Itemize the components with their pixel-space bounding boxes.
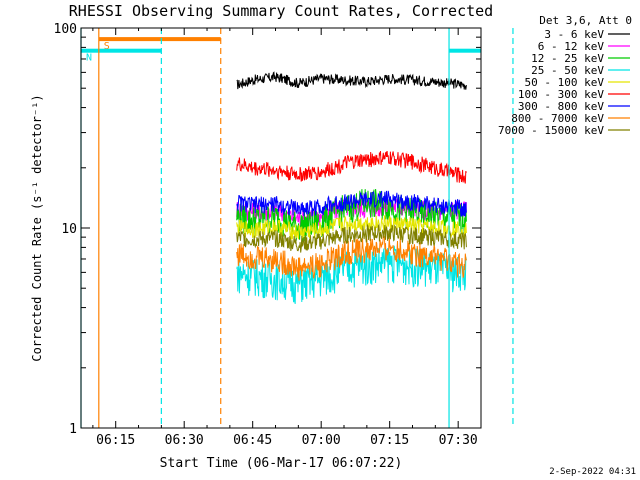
legend-header: Det 3,6, Att 0 bbox=[539, 14, 632, 27]
series-line bbox=[236, 190, 467, 217]
data-layer bbox=[236, 71, 467, 304]
series-line bbox=[236, 151, 467, 184]
x-tick-label: 06:30 bbox=[165, 433, 204, 448]
state-bar bbox=[81, 48, 162, 53]
state-bar bbox=[98, 37, 221, 42]
legend-label: 6 - 12 keV bbox=[538, 40, 605, 53]
legend-label: 100 - 300 keV bbox=[518, 88, 604, 101]
legend-label: 7000 - 15000 keV bbox=[498, 124, 604, 137]
x-tick-label: 07:30 bbox=[439, 433, 478, 448]
y-tick-label: 100 bbox=[54, 22, 77, 37]
x-tick-label: 06:15 bbox=[96, 433, 135, 448]
x-axis-label: Start Time (06-Mar-17 06:07:22) bbox=[160, 456, 403, 471]
series-line bbox=[236, 235, 467, 281]
y-axis-label: Corrected Count Rate (s⁻¹ detector⁻¹) bbox=[30, 94, 44, 361]
legend-label: 3 - 6 keV bbox=[544, 28, 604, 41]
state-label: S bbox=[104, 41, 110, 52]
axes-layer: 06:15 06:30 06:45 07:00 07:15 07:30 1 10 100 bbox=[54, 22, 482, 448]
series-line bbox=[236, 71, 467, 90]
legend-label: 12 - 25 keV bbox=[531, 52, 604, 65]
y-tick-label: 10 bbox=[61, 222, 77, 237]
state-label: N bbox=[86, 53, 92, 64]
legend-label: 25 - 50 keV bbox=[531, 64, 604, 77]
x-tick-label: 06:45 bbox=[233, 433, 272, 448]
x-tick-label: 07:00 bbox=[302, 433, 341, 448]
chart-title: RHESSI Observing Summary Count Rates, Co… bbox=[69, 2, 493, 20]
y-tick-label: 1 bbox=[69, 422, 77, 437]
series-line bbox=[236, 215, 467, 241]
legend-label: 50 - 100 keV bbox=[525, 76, 605, 89]
x-tick-label: 07:15 bbox=[370, 433, 409, 448]
footer-timestamp: 2-Sep-2022 04:31 bbox=[549, 467, 636, 477]
legend-label: 800 - 7000 keV bbox=[511, 112, 604, 125]
series-line bbox=[236, 223, 467, 253]
legend-label: 300 - 800 keV bbox=[518, 100, 604, 113]
state-bar bbox=[449, 48, 481, 53]
